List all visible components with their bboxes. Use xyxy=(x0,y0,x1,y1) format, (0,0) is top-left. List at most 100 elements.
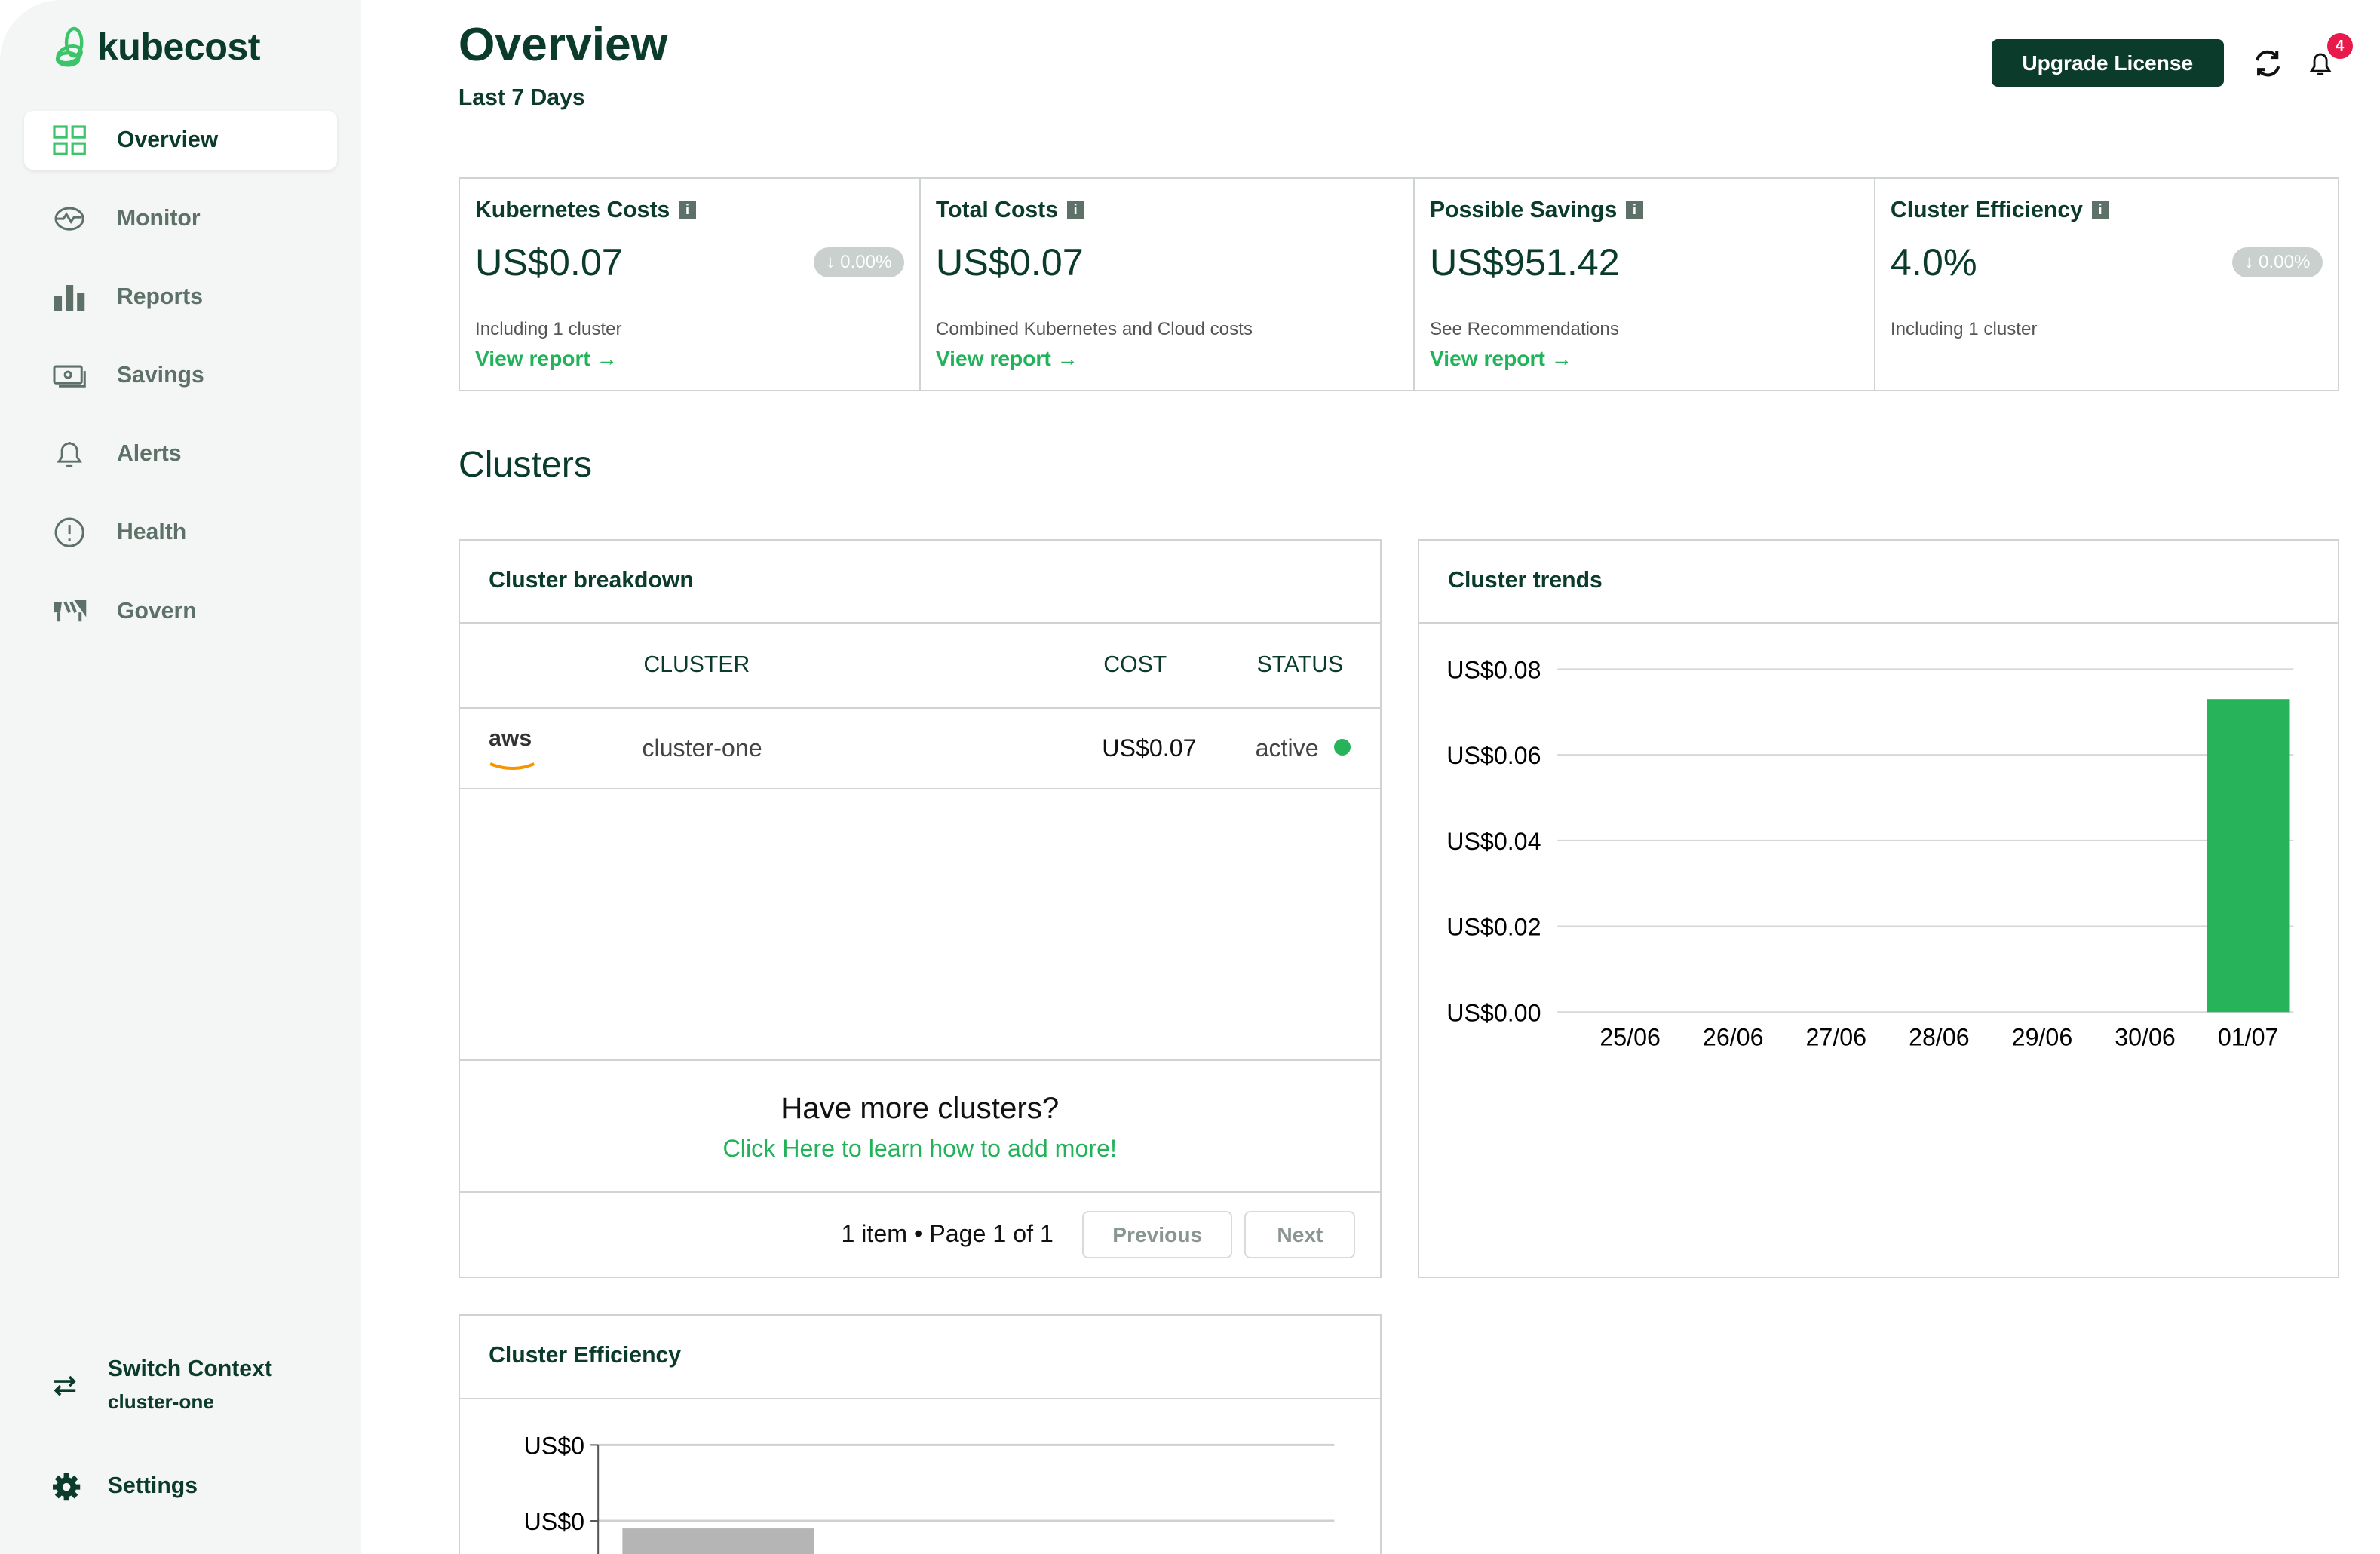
sidebar-item-alerts[interactable]: Alerts xyxy=(24,425,337,483)
cluster-efficiency-chart: US$0 US$0 xyxy=(523,1432,1335,1554)
cluster-cost: US$0.07 xyxy=(1102,734,1197,762)
y-tick-label: US$0.04 xyxy=(1446,828,1541,855)
summary-card: Cluster Efficiency i 4.0% ↓ 0.00% Including… xyxy=(1875,179,2338,390)
x-tick-label: 01/07 xyxy=(2218,1024,2279,1051)
notification-badge: 4 xyxy=(2326,33,2353,60)
next-button[interactable]: Next xyxy=(1244,1211,1356,1258)
card-title: Cluster Efficiency xyxy=(1890,197,2083,222)
y-tick-label: US$0.06 xyxy=(1446,742,1541,769)
gear-icon xyxy=(51,1472,81,1508)
card-value: US$0.07 xyxy=(935,240,1084,284)
cluster-name: cluster-one xyxy=(642,734,762,762)
info-icon[interactable]: i xyxy=(679,201,696,219)
sidebar-item-label: Health xyxy=(116,520,187,545)
x-tick-label: 28/06 xyxy=(1909,1024,1970,1051)
barrier-icon xyxy=(53,594,87,627)
panel-title: Cluster breakdown xyxy=(459,541,1380,624)
x-tick-label: 25/06 xyxy=(1599,1024,1661,1051)
sidebar: kubecost Overview Monitor Reports Savings Al… xyxy=(0,0,362,1554)
grid-icon xyxy=(53,124,87,157)
date-range: Last 7 Days xyxy=(458,84,585,110)
card-title: Total Costs xyxy=(935,197,1059,222)
switch-context-icon xyxy=(51,1374,78,1404)
x-tick-label: 26/06 xyxy=(1703,1024,1764,1051)
column-header-status[interactable]: STATUS xyxy=(1256,652,1344,678)
arrow-down-icon: ↓ xyxy=(2244,252,2254,273)
x-tick-label: 30/06 xyxy=(2115,1024,2176,1051)
sidebar-item-overview[interactable]: Overview xyxy=(24,110,337,170)
panel-title: Cluster trends xyxy=(1418,541,2338,624)
sidebar-item-label: Govern xyxy=(116,598,197,624)
table-row[interactable]: aws cluster-one US$0.07 active xyxy=(459,709,1380,789)
sidebar-item-savings[interactable]: Savings xyxy=(24,346,337,405)
summary-card: Total Costs i US$0.07 Combined Kubernetes … xyxy=(921,179,1415,391)
sidebar-item-monitor[interactable]: Monitor xyxy=(24,189,337,248)
sidebar-item-reports[interactable]: Reports xyxy=(24,268,337,326)
kubecost-logo-icon xyxy=(56,26,84,67)
previous-button[interactable]: Previous xyxy=(1082,1211,1233,1258)
view-report-link[interactable]: View report → xyxy=(935,345,1078,370)
cluster-status: active xyxy=(1255,734,1319,762)
bell-icon[interactable] xyxy=(2308,50,2332,83)
column-header-cost[interactable]: COST xyxy=(1103,652,1167,678)
more-clusters-title: Have more clusters? xyxy=(781,1091,1060,1126)
page-title: Overview xyxy=(458,19,668,72)
add-clusters-link[interactable]: Click Here to learn how to add more! xyxy=(722,1135,1117,1163)
status-active-dot xyxy=(1334,739,1351,756)
sidebar-item-label: Alerts xyxy=(116,441,182,467)
change-badge: ↓ 0.00% xyxy=(814,247,904,278)
info-icon[interactable]: i xyxy=(1067,201,1084,219)
info-icon[interactable]: i xyxy=(2091,201,2109,219)
card-title: Kubernetes Costs xyxy=(474,197,670,222)
money-icon xyxy=(53,359,87,392)
card-description: See Recommendations xyxy=(1430,318,1619,339)
y-tick-label: US$0 xyxy=(523,1432,584,1459)
cluster-trends-chart: US$0.00 US$0.02 US$0.04 US$0.06 US$0.08 25/06… xyxy=(1446,657,2294,1051)
bar[interactable] xyxy=(622,1528,814,1554)
cluster-breakdown-panel: Cluster breakdown CLUSTER COST STATUS aw… xyxy=(458,538,1382,1278)
sidebar-item-label: Savings xyxy=(116,363,204,388)
bell-icon xyxy=(53,437,86,470)
change-badge: ↓ 0.00% xyxy=(2232,247,2323,278)
column-header-cluster[interactable]: CLUSTER xyxy=(643,652,750,678)
y-tick-label: US$0 xyxy=(523,1508,584,1535)
sidebar-item-label: Overview xyxy=(116,127,219,153)
bar[interactable] xyxy=(2207,699,2290,1013)
summary-cards: Kubernetes Costs i US$0.07 ↓ 0.00% Includin… xyxy=(458,177,2339,392)
summary-card: Possible Savings i US$951.42 See Recommend… xyxy=(1415,179,1875,391)
y-tick-label: US$0.00 xyxy=(1446,1000,1541,1027)
upgrade-license-button[interactable]: Upgrade License xyxy=(1991,39,2224,87)
view-report-link[interactable]: View report → xyxy=(1430,345,1572,370)
sidebar-item-label: Monitor xyxy=(116,206,201,231)
switch-context-button[interactable]: Switch Context cluster-one xyxy=(108,1356,272,1413)
x-tick-label: 27/06 xyxy=(1805,1024,1866,1051)
logo[interactable]: kubecost xyxy=(54,24,260,69)
pagination-info: 1 item • Page 1 of 1 xyxy=(841,1220,1054,1248)
info-icon[interactable]: i xyxy=(1626,201,1643,219)
card-description: Including 1 cluster xyxy=(474,318,622,339)
bar-chart-icon xyxy=(53,280,86,314)
alert-circle-icon xyxy=(53,516,86,549)
clusters-heading: Clusters xyxy=(458,443,592,485)
x-tick-label: 29/06 xyxy=(2012,1024,2073,1051)
aws-logo-icon: aws xyxy=(489,728,537,777)
monitor-pulse-icon xyxy=(53,202,86,235)
sidebar-item-health[interactable]: Health xyxy=(24,503,337,562)
cluster-efficiency-panel: Cluster Efficiency US$0 US$0 xyxy=(458,1314,1382,1554)
summary-card: Kubernetes Costs i US$0.07 ↓ 0.00% Includin… xyxy=(460,179,921,391)
card-value: US$0.07 xyxy=(474,240,623,284)
card-title: Possible Savings xyxy=(1430,197,1618,222)
card-value: US$951.42 xyxy=(1430,240,1620,284)
card-value: 4.0% xyxy=(1890,240,1977,284)
sidebar-item-govern[interactable]: Govern xyxy=(24,581,337,640)
settings-link[interactable]: Settings xyxy=(107,1473,198,1499)
card-description: Including 1 cluster xyxy=(1890,318,2038,339)
view-report-link[interactable]: View report → xyxy=(474,345,618,370)
current-context: cluster-one xyxy=(107,1390,214,1413)
arrow-down-icon: ↓ xyxy=(826,252,836,273)
refresh-icon[interactable] xyxy=(2251,47,2284,86)
card-description: Combined Kubernetes and Cloud costs xyxy=(935,318,1253,339)
switch-context-label: Switch Context xyxy=(107,1356,272,1382)
cluster-trends-panel: Cluster trends US$0.00 US$0.02 US$0.04 US$0… xyxy=(1417,538,2339,1278)
